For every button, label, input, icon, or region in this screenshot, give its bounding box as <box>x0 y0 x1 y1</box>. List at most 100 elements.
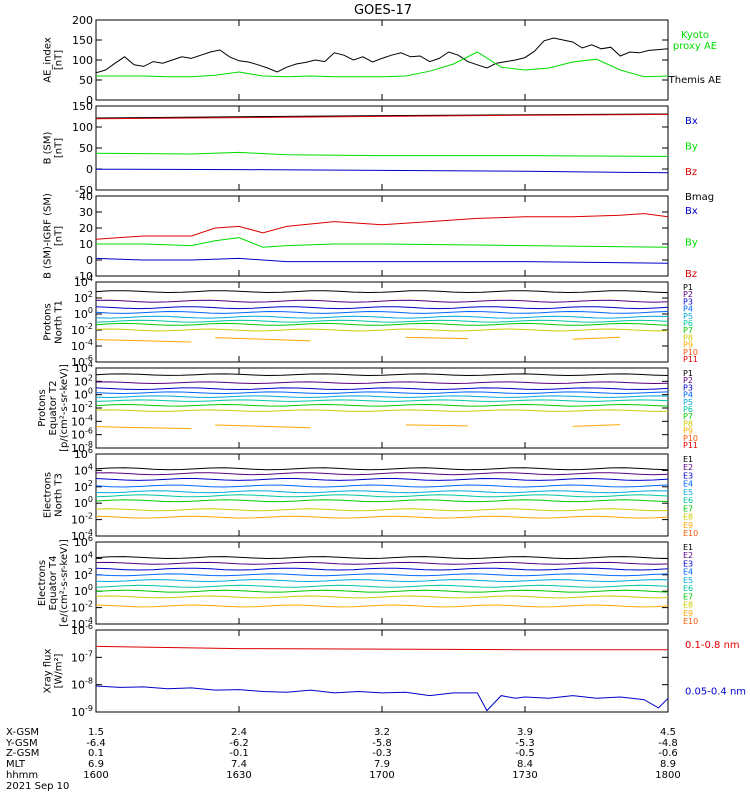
legend-P2: P2 <box>683 376 693 385</box>
y-axis-label: Protons North T1 <box>43 300 65 344</box>
legend-E7: E7 <box>683 592 693 601</box>
legend-E5: E5 <box>683 488 693 497</box>
series-P6 <box>95 319 669 323</box>
series-P2 <box>95 299 669 303</box>
y-axis-label: AE_index [nT] <box>43 37 65 83</box>
series-P3 <box>95 387 669 391</box>
series-E1 <box>95 556 669 560</box>
y-tick-label: 100 <box>74 495 93 510</box>
y-tick-label: 100 <box>74 583 93 598</box>
y-axis-label-line: Xray flux <box>43 649 54 694</box>
legend-bmag: Bmag <box>685 192 714 203</box>
y-tick-label: 10-4 <box>71 616 93 631</box>
y-tick-label: 0 <box>86 163 93 176</box>
series-P1 <box>95 290 669 294</box>
series-E4 <box>95 484 669 488</box>
series-P9-segment <box>572 424 621 427</box>
panel-b_sm: 150 100 50 0 -50 B (SM) [nT] Bx By Bz Bmag <box>43 100 715 203</box>
y-tick-label: 104 <box>74 360 93 375</box>
series-P9-segment <box>405 336 468 340</box>
y-tick-label: 10-8 <box>71 677 93 692</box>
y-tick-label: 10-4 <box>71 338 93 353</box>
series-P9-segment <box>572 336 621 340</box>
y-tick-label: 20 <box>79 222 93 235</box>
y-tick-label: 40 <box>79 190 93 203</box>
legend-E8: E8 <box>683 601 693 610</box>
legend-P4: P4 <box>683 391 693 400</box>
y-tick-label: 10-4 <box>71 528 93 543</box>
series-P7 <box>95 322 669 326</box>
legend-E6: E6 <box>683 584 693 593</box>
y-tick-label: 100 <box>74 387 93 402</box>
y-tick-label: 10-8 <box>71 440 93 455</box>
series-E7 <box>95 589 669 593</box>
x-axis-hhmm-value: 1600 <box>83 770 108 781</box>
series-E6 <box>95 494 669 498</box>
series-E3 <box>95 567 669 571</box>
x-axis-ygsm-value: -5.3 <box>515 738 535 749</box>
x-axis-xgsm-value: 3.2 <box>374 727 390 738</box>
panel-xray: 10-6 10-7 10-8 10-9 Xray flux [W/m²] 0.1-0.8 n… <box>43 622 747 719</box>
y-axis-label-line: Equator T2 <box>48 381 59 436</box>
x-axis-hhmm-value: 1730 <box>512 770 537 781</box>
series-E2 <box>95 472 669 476</box>
legend-E5: E5 <box>683 576 693 585</box>
x-axis-hhmm-value: 1700 <box>369 770 394 781</box>
y-tick-label: 50 <box>79 74 93 87</box>
x-axis-xgsm-value: 2.4 <box>231 727 247 738</box>
y-axis-label-line: Electrons <box>43 472 54 518</box>
x-axis-ygsm-value: -6.2 <box>229 738 249 749</box>
series-by <box>96 237 669 248</box>
y-tick-label: 102 <box>74 373 93 388</box>
series-E7 <box>95 499 669 503</box>
legend-E4: E4 <box>683 568 693 577</box>
legend-kyoto-proxy-ae: proxy AE <box>673 41 717 52</box>
y-axis-label: Electrons North T3 <box>43 472 65 518</box>
y-axis-label-line: Protons <box>43 303 54 340</box>
y-tick-label: 106 <box>74 446 93 461</box>
y-axis-label-line: North T3 <box>54 473 65 517</box>
legend-0-05-0-4-nm: 0.05-0.4 nm <box>685 686 746 697</box>
series-bx <box>95 257 669 264</box>
y-tick-label: 10 <box>79 238 93 251</box>
legend-0-1-0-8-nm: 0.1-0.8 nm <box>685 640 740 651</box>
legend-E10: E10 <box>683 529 698 538</box>
legend-E4: E4 <box>683 480 693 489</box>
y-tick-label: 0 <box>86 254 93 267</box>
panel-frame <box>95 105 669 191</box>
legend-E10: E10 <box>683 617 698 626</box>
y-axis-label-line: B (SM)-IGRF (SM) <box>43 193 54 279</box>
chart-title: GOES-17 <box>354 3 412 18</box>
y-tick-label: 200 <box>72 14 93 27</box>
y-tick-label: 0 <box>86 94 93 107</box>
y-tick-label: 10-7 <box>71 649 93 664</box>
x-axis-mlt-value: 8.9 <box>660 759 676 770</box>
y-axis-label-line: B (SM) <box>43 131 54 164</box>
y-tick-label: 106 <box>74 534 93 549</box>
series-P9-segment <box>215 424 311 429</box>
x-axis-ygsm-value: -6.4 <box>86 738 106 749</box>
series-E3 <box>95 477 669 481</box>
legend-P8: P8 <box>683 419 693 428</box>
legend-P6: P6 <box>683 319 693 328</box>
series-kyoto-proxy-ae <box>96 51 669 78</box>
series-E8 <box>95 595 669 599</box>
series-P9-segment <box>95 339 192 343</box>
legend-P2: P2 <box>683 290 693 299</box>
legend-P11: P11 <box>683 441 698 450</box>
y-axis-label-line: Equator T4 <box>48 556 59 611</box>
x-axis-zgsm-value: -0.1 <box>229 748 249 759</box>
y-tick-label: 10-2 <box>71 512 93 527</box>
x-axis-row-label: Z-GSM <box>6 748 39 759</box>
y-tick-label: 10-4 <box>71 413 93 428</box>
legend-E7: E7 <box>683 504 693 513</box>
legend-E3: E3 <box>683 559 693 568</box>
legend-P1: P1 <box>683 283 693 292</box>
y-tick-label: 102 <box>74 567 93 582</box>
x-axis-hhmm-value: 1800 <box>655 770 680 781</box>
legend-bx: Bx <box>685 206 698 217</box>
